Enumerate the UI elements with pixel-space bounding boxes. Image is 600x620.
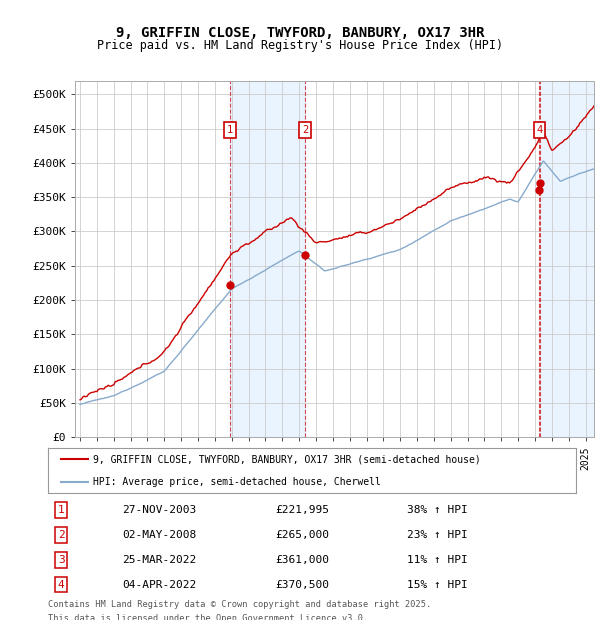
Bar — [230, 81, 305, 437]
Text: 1: 1 — [58, 505, 65, 515]
Text: 02-MAY-2008: 02-MAY-2008 — [122, 530, 196, 540]
Text: 15% ↑ HPI: 15% ↑ HPI — [407, 580, 468, 590]
Text: 4: 4 — [58, 580, 65, 590]
Text: HPI: Average price, semi-detached house, Cherwell: HPI: Average price, semi-detached house,… — [93, 477, 381, 487]
Text: 2: 2 — [302, 125, 308, 135]
Text: 4: 4 — [536, 125, 542, 135]
Text: 3: 3 — [58, 555, 65, 565]
Text: 23% ↑ HPI: 23% ↑ HPI — [407, 530, 468, 540]
Text: 1: 1 — [227, 125, 233, 135]
Text: 9, GRIFFIN CLOSE, TWYFORD, BANBURY, OX17 3HR (semi-detached house): 9, GRIFFIN CLOSE, TWYFORD, BANBURY, OX17… — [93, 454, 481, 464]
Text: Price paid vs. HM Land Registry's House Price Index (HPI): Price paid vs. HM Land Registry's House … — [97, 39, 503, 52]
Text: £265,000: £265,000 — [275, 530, 329, 540]
Text: £370,500: £370,500 — [275, 580, 329, 590]
Text: £221,995: £221,995 — [275, 505, 329, 515]
Text: 25-MAR-2022: 25-MAR-2022 — [122, 555, 196, 565]
Text: 11% ↑ HPI: 11% ↑ HPI — [407, 555, 468, 565]
Text: 2: 2 — [58, 530, 65, 540]
Bar — [539, 81, 594, 437]
Text: 38% ↑ HPI: 38% ↑ HPI — [407, 505, 468, 515]
Text: 27-NOV-2003: 27-NOV-2003 — [122, 505, 196, 515]
Text: £361,000: £361,000 — [275, 555, 329, 565]
Text: 04-APR-2022: 04-APR-2022 — [122, 580, 196, 590]
Text: 9, GRIFFIN CLOSE, TWYFORD, BANBURY, OX17 3HR: 9, GRIFFIN CLOSE, TWYFORD, BANBURY, OX17… — [116, 26, 484, 40]
Text: This data is licensed under the Open Government Licence v3.0.: This data is licensed under the Open Gov… — [48, 614, 368, 620]
Text: Contains HM Land Registry data © Crown copyright and database right 2025.: Contains HM Land Registry data © Crown c… — [48, 600, 431, 609]
